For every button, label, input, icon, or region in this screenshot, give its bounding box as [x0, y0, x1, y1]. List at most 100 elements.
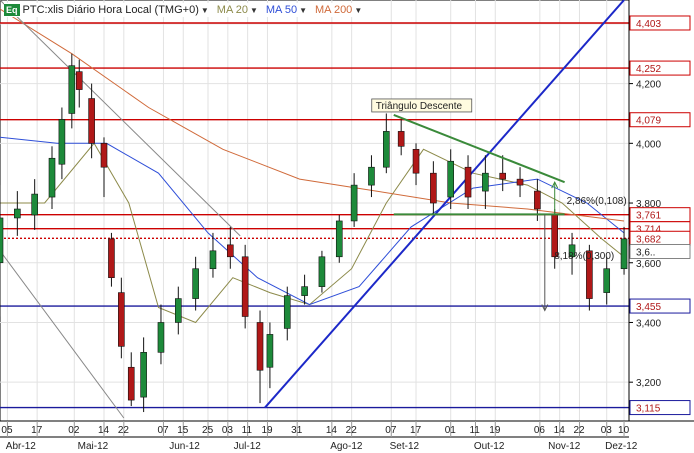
- dropdown-arrow-icon[interactable]: ▼: [249, 5, 258, 15]
- x-month-label: Mai-12: [78, 441, 109, 452]
- candle-body: [118, 292, 125, 347]
- candle-body: [464, 166, 472, 198]
- x-month-label: Jul-12: [234, 441, 262, 452]
- x-month-label: Dez-12: [605, 441, 638, 452]
- candle-body: [516, 178, 524, 186]
- candle-body: [412, 148, 420, 174]
- candle-body: [157, 322, 165, 353]
- ma-line-ma-200: [0, 8, 625, 222]
- x-axis: 05 17 02 14 22 07 15 25 03 11 19 31 14 22 07 17 01 11 19 06…: [1, 421, 638, 452]
- y-tick-label: 3,600: [636, 259, 661, 270]
- candle-body: [174, 298, 182, 323]
- level-tag-box: [629, 400, 691, 416]
- candle-body: [140, 352, 147, 398]
- level-tag-label: 4,079: [636, 116, 661, 127]
- x-day-label: 03: [601, 425, 613, 436]
- legend-ma20-label: MA 20: [216, 4, 248, 16]
- legend-ma50-label: MA 50: [265, 4, 298, 16]
- candle-body: [14, 208, 21, 219]
- candle-body: [603, 268, 611, 293]
- x-day-label: 19: [489, 425, 501, 436]
- level-tag-label: 3,115: [636, 404, 661, 415]
- candle-body: [31, 193, 38, 216]
- legend-ma200-label: MA 200: [315, 4, 353, 16]
- y-tick-label: 3,800: [636, 199, 661, 210]
- chart-legend: Eq PTC:xlis Diário Hora Local (TMG+0) ▼ …: [4, 3, 371, 17]
- x-day-label: 07: [157, 425, 169, 436]
- x-month-label: Set-12: [390, 441, 420, 452]
- candle-body: [586, 250, 593, 299]
- candle-body: [68, 65, 76, 114]
- candle-body: [620, 238, 628, 270]
- level-tag-label: 4,252: [636, 64, 661, 75]
- x-day-label: 22: [573, 425, 585, 436]
- candle-body: [335, 220, 343, 258]
- target-arrow-head: [541, 304, 549, 312]
- candle-body: [301, 286, 308, 296]
- x-day-label: 22: [346, 425, 358, 436]
- candle-body: [75, 71, 83, 90]
- x-day-label: 25: [202, 425, 214, 436]
- triangle-label: Triângulo Descente: [376, 101, 463, 112]
- level-tag-box: [629, 60, 691, 76]
- x-day-label: 22: [118, 425, 130, 436]
- triangle-label-box: [371, 98, 473, 113]
- candle-body: [127, 366, 135, 401]
- current-price-tag-box: [629, 244, 691, 259]
- y-tick-label: 4,200: [636, 80, 661, 91]
- level-tag-label: 3,455: [636, 302, 661, 313]
- triangle-upper-line: [393, 114, 565, 184]
- candle-body: [383, 131, 390, 168]
- candle-body: [430, 172, 437, 204]
- y-axis: 3,2003,4003,6003,8004,0004,2004,4004,403…: [629, 15, 691, 416]
- x-day-label: 01: [445, 425, 457, 436]
- y-tick-label: 3,200: [636, 378, 661, 389]
- legend-symbol-label: PTC:xlis Diário Hora Local (TMG+0): [22, 4, 199, 16]
- x-day-label: 05: [1, 425, 13, 436]
- x-month-label: Ago-12: [330, 441, 363, 452]
- x-day-label: 02: [68, 425, 80, 436]
- dropdown-arrow-icon[interactable]: ▼: [354, 5, 363, 15]
- equity-badge: Eq: [4, 4, 20, 16]
- x-day-label: 17: [31, 425, 43, 436]
- trendlines: [0, 0, 625, 419]
- candle-body: [241, 256, 249, 317]
- legend-symbol[interactable]: PTC:xlis Diário Hora Local (TMG+0) ▼: [23, 4, 209, 16]
- level-tag-label: 3,761: [636, 211, 661, 222]
- x-month-label: Jun-12: [169, 441, 200, 452]
- candles: [0, 53, 628, 413]
- level-tag-box: [629, 112, 691, 128]
- dropdown-arrow-icon[interactable]: ▼: [200, 5, 209, 15]
- plot-background: [0, 0, 630, 422]
- candle-body: [0, 217, 4, 264]
- candle-body: [209, 250, 217, 270]
- trendline-downtrend-1: [0, 0, 241, 237]
- x-day-label: 14: [554, 425, 566, 436]
- x-day-label: 07: [385, 425, 397, 436]
- level-tag-label: 4,403: [636, 19, 661, 30]
- candle-body: [368, 166, 375, 186]
- legend-ma20[interactable]: MA 20 ▼: [217, 4, 258, 16]
- level-tag-label: 3,682: [636, 234, 661, 245]
- x-day-label: 11: [469, 425, 480, 436]
- candle-body: [227, 244, 234, 258]
- legend-ma50[interactable]: MA 50 ▼: [266, 4, 307, 16]
- candle-body: [499, 172, 507, 180]
- triangle-pattern: Triângulo Descente: [371, 98, 565, 216]
- candle-body: [256, 322, 264, 371]
- candle-body: [482, 172, 489, 192]
- y-tick-label: 4,000: [636, 139, 661, 150]
- candle-body: [397, 131, 405, 147]
- x-day-label: 31: [291, 425, 303, 436]
- x-day-label: 10: [618, 425, 630, 436]
- candle-body: [318, 256, 326, 287]
- trendline-uptrend-0: [264, 0, 625, 409]
- candle-body: [266, 334, 274, 368]
- legend-ma200[interactable]: MA 200 ▼: [315, 4, 362, 16]
- x-day-label: 11: [242, 425, 253, 436]
- level-tag-box: [629, 298, 691, 314]
- annotation-text-1: 8,18%(0,300): [554, 251, 614, 262]
- candle-body: [58, 119, 66, 165]
- dropdown-arrow-icon[interactable]: ▼: [299, 5, 307, 15]
